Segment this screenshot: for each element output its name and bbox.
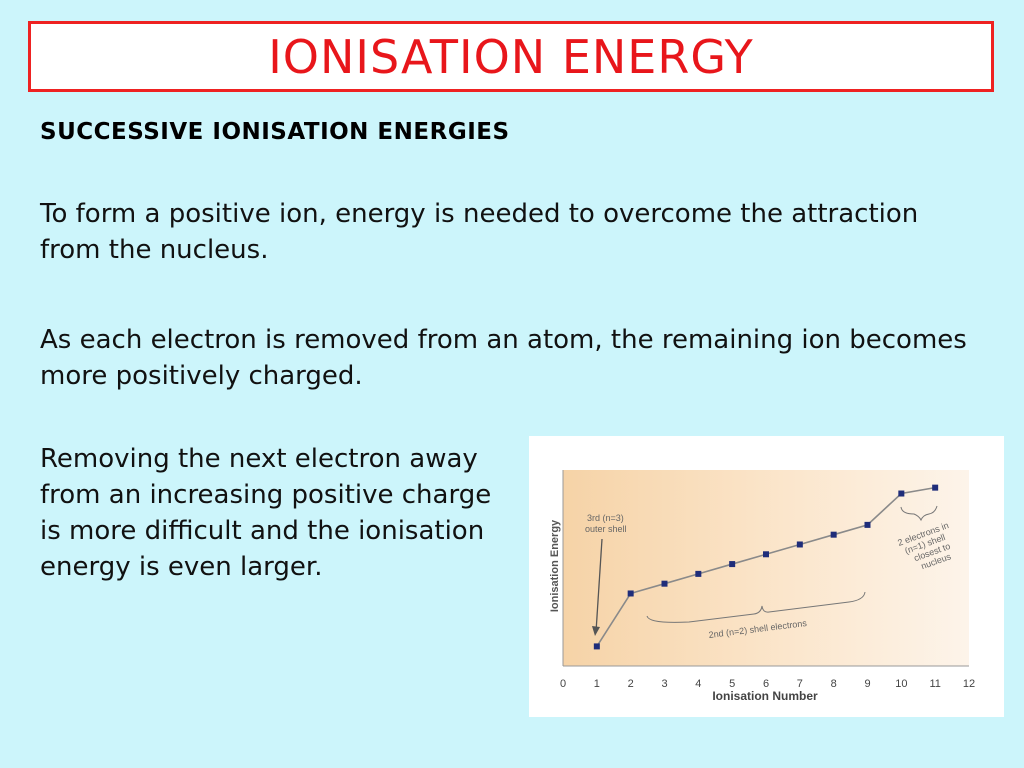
x-tick-label: 10 (895, 678, 907, 690)
data-point (932, 484, 939, 491)
x-tick-label: 5 (729, 678, 735, 690)
x-tick-label: 11 (929, 678, 940, 690)
data-point (898, 490, 905, 497)
data-point (729, 561, 736, 568)
middle-shell-brace (646, 591, 866, 623)
data-point (661, 580, 668, 587)
x-tick-label: 2 (628, 678, 634, 690)
plot-background (563, 470, 969, 666)
data-point (796, 541, 803, 548)
inner-shell-brace (900, 505, 938, 522)
ionisation-chart-figure: 0 1 2 3 4 5 6 7 8 9 10 11 12 Ionisation Number Ionis… (529, 436, 1004, 717)
x-tick-label: 4 (695, 678, 701, 690)
annotation-outer-shell: 3rd (n=3) outer shell (585, 513, 627, 534)
data-point (695, 570, 702, 577)
x-tick-label: 8 (831, 678, 837, 690)
x-tick-label: 12 (963, 678, 975, 690)
x-tick-label: 7 (797, 678, 803, 690)
paragraph-3: Removing the next electron away from an … (40, 444, 492, 582)
title-box: IONISATION ENERGY (28, 21, 994, 92)
data-point (830, 531, 837, 538)
x-axis-label: Ionisation Number (712, 689, 818, 703)
paragraph-1: To form a positive ion, energy is needed… (40, 199, 919, 265)
y-axis-label: Ionisation Energy (549, 519, 561, 612)
paragraph-2: As each electron is removed from an atom… (40, 325, 967, 391)
subheading: SUCCESSIVE IONISATION ENERGIES (40, 119, 510, 145)
x-tick-label: 9 (864, 678, 870, 690)
x-tick-label: 1 (594, 678, 600, 690)
data-point (593, 643, 600, 650)
data-point (864, 521, 871, 528)
data-point (627, 590, 634, 597)
x-tick-label: 6 (763, 678, 769, 690)
data-point (763, 551, 769, 558)
outer-shell-arrowhead (592, 626, 600, 636)
ionisation-chart: 0 1 2 3 4 5 6 7 8 9 10 11 12 Ionisation Number Ionis… (549, 470, 975, 703)
x-tick-label: 3 (661, 678, 667, 690)
x-tick-label: 0 (560, 678, 566, 690)
outer-shell-arrow (595, 538, 603, 633)
slide-title: IONISATION ENERGY (268, 29, 754, 84)
